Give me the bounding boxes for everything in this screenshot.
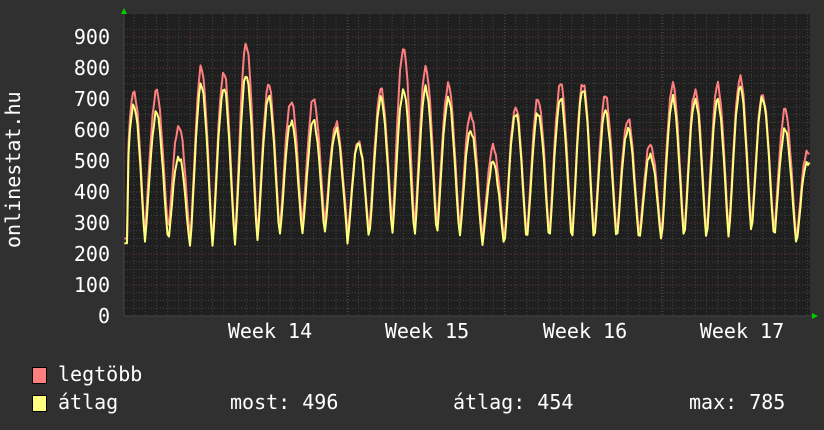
y-axis: 0 100 200 300 400 500 600 700 800 900 (74, 25, 110, 328)
y-tick-label: 700 (74, 87, 110, 111)
y-tick-label: 900 (74, 25, 110, 49)
x-axis: Week 14 Week 15 Week 16 Week 17 (228, 319, 784, 343)
x-tick-label: Week 15 (385, 319, 469, 343)
stat-now: most: 496 (230, 390, 339, 414)
legend-swatch-max (32, 367, 47, 384)
y-tick-label: 300 (74, 211, 110, 235)
plot-area (124, 14, 810, 316)
y-tick-label: 0 (98, 304, 110, 328)
x-tick-label: Week 16 (543, 319, 627, 343)
series-line-avg (124, 75, 811, 247)
legend-label-max: legtöbb (58, 362, 143, 386)
y-tick-label: 100 (74, 273, 110, 297)
stat-average: átlag: 454 (453, 390, 574, 414)
y-axis-arrow-icon (121, 8, 127, 14)
series-lines (124, 42, 811, 247)
vertical-label: onlinestat.hu (1, 91, 25, 248)
y-tick-label: 600 (74, 118, 110, 142)
stat-max: max: 785 (689, 390, 786, 414)
y-tick-label: 400 (74, 180, 110, 204)
y-tick-label: 500 (74, 149, 110, 173)
x-tick-label: Week 14 (228, 319, 312, 343)
y-tick-label: 200 (74, 242, 110, 266)
legend-label-avg: átlag (58, 390, 119, 414)
x-tick-label: Week 17 (700, 319, 784, 343)
legend-swatch-avg (32, 395, 47, 412)
x-axis-arrow-icon (812, 313, 818, 319)
y-tick-label: 800 (74, 56, 110, 80)
